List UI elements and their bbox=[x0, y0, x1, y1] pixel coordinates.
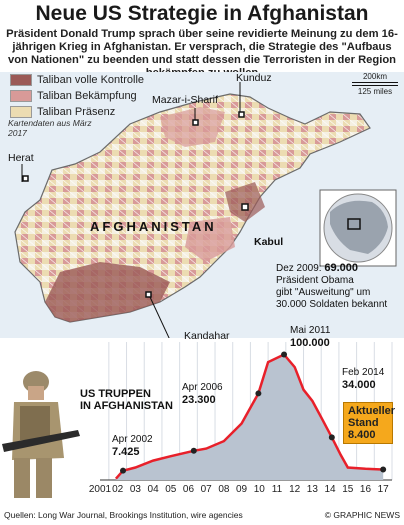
annotation-2009: Dez 2009: 69.000 Präsident Obama gibt "A… bbox=[276, 262, 387, 311]
current-line1: Aktueller bbox=[348, 405, 396, 417]
data-point bbox=[255, 390, 262, 397]
x-tick-label: 15 bbox=[342, 484, 354, 495]
chart-x-labels: 2001 02 03 04 05 06 07 08 09 10 11 12 13 14 15 16 17 bbox=[89, 484, 389, 495]
taliban-control-south bbox=[45, 262, 170, 322]
x-tick-label: 12 bbox=[289, 484, 301, 495]
x-tick-label: 11 bbox=[272, 484, 283, 495]
herat-marker bbox=[22, 175, 29, 182]
city-kunduz: Kunduz bbox=[236, 72, 272, 84]
current-value: 8.400 bbox=[348, 429, 376, 441]
scale-bar bbox=[352, 82, 398, 86]
soldier-illustration bbox=[2, 371, 80, 498]
annotation-2002: Apr 2002 7.425 bbox=[112, 434, 153, 459]
x-tick-label: 2001 bbox=[89, 484, 112, 495]
annotation-2011-value: 100.000 bbox=[290, 337, 330, 349]
page-title: Neue US Strategie in Afghanistan bbox=[35, 2, 369, 25]
scale-miles: 125 miles bbox=[357, 87, 393, 96]
chart-points bbox=[120, 351, 387, 474]
annotation-2014-label: Feb 2014 bbox=[342, 367, 385, 378]
x-tick-label: 17 bbox=[378, 484, 390, 495]
city-herat: Herat bbox=[8, 152, 34, 164]
footer: Quellen: Long War Journal, Brookings Ins… bbox=[4, 510, 400, 520]
legend-item-full-control: Taliban volle Kontrolle bbox=[10, 72, 144, 87]
dez2009-label: Dez 2009: bbox=[276, 263, 322, 274]
legend-note: Kartendaten aus März 2017 bbox=[8, 118, 92, 138]
legend-item-fight: Taliban Bekämpfung bbox=[10, 88, 137, 103]
city-kandahar: Kandahar bbox=[184, 330, 230, 342]
x-tick-label: 13 bbox=[307, 484, 319, 495]
x-tick-label: 10 bbox=[254, 484, 266, 495]
x-tick-label: 06 bbox=[183, 484, 195, 495]
footer-credit: © GRAPHIC NEWS bbox=[324, 510, 400, 520]
dez2009-value: 69.000 bbox=[324, 262, 359, 274]
data-point bbox=[120, 467, 127, 474]
annotation-2006-value: 23.300 bbox=[182, 394, 216, 406]
mazar-marker bbox=[192, 119, 199, 126]
legend-swatch-presence bbox=[10, 105, 32, 118]
x-tick-label: 02 bbox=[112, 484, 124, 495]
annotation-2006-label: Apr 2006 bbox=[182, 382, 223, 393]
locator-globe bbox=[319, 189, 397, 267]
annotation-2014-value: 34.000 bbox=[342, 379, 376, 391]
chart-title: US TRUPPEN IN AFGHANISTAN bbox=[80, 388, 173, 412]
x-tick-label: 04 bbox=[148, 484, 160, 495]
x-tick-label: 05 bbox=[165, 484, 177, 495]
taliban-east-fight bbox=[185, 217, 235, 262]
legend-label-full-control: Taliban volle Kontrolle bbox=[37, 73, 145, 86]
chart-area bbox=[115, 354, 384, 480]
chart-title-line1: US TRUPPEN bbox=[80, 388, 151, 400]
map-scale: 200km 125 miles bbox=[352, 72, 398, 96]
legend-swatch-full-control bbox=[10, 73, 32, 86]
annotation-2014: Feb 2014 34.000 bbox=[342, 367, 384, 392]
data-point bbox=[190, 447, 197, 454]
x-tick-label: 16 bbox=[360, 484, 372, 495]
kandahar-marker bbox=[145, 291, 152, 298]
taliban-presence-east bbox=[225, 182, 265, 222]
scale-km: 200km bbox=[362, 72, 387, 81]
data-point bbox=[281, 351, 288, 358]
annotation-2002-label: Apr 2002 bbox=[112, 434, 153, 445]
annotation-2002-value: 7.425 bbox=[112, 446, 140, 458]
legend-label-fight: Taliban Bekämpfung bbox=[37, 89, 137, 102]
annotation-2011: Mai 2011 100.000 bbox=[290, 325, 330, 350]
dez2009-text3: 30.000 Soldaten bekannt bbox=[276, 299, 388, 310]
city-kabul: Kabul bbox=[254, 236, 284, 248]
x-tick-label: 14 bbox=[324, 484, 336, 495]
troops-chart: 2001 02 03 04 05 06 07 08 09 10 11 12 13 14 15 16 17 bbox=[89, 342, 393, 495]
kunduz-marker bbox=[238, 111, 245, 118]
data-point bbox=[328, 434, 335, 441]
legend-label-presence: Taliban Präsenz bbox=[37, 105, 116, 118]
footer-sources: Quellen: Long War Journal, Brookings Ins… bbox=[4, 510, 243, 520]
chart-line bbox=[114, 352, 384, 480]
annotation-2006: Apr 2006 23.300 bbox=[182, 382, 223, 407]
kabul-marker bbox=[241, 203, 249, 211]
annotation-2011-label: Mai 2011 bbox=[290, 325, 331, 336]
legend-swatch-fight bbox=[10, 89, 32, 102]
taliban-control-north bbox=[160, 107, 225, 147]
chart-title-line2: IN AFGHANISTAN bbox=[80, 400, 173, 412]
kandahar-pointer bbox=[149, 296, 170, 338]
x-tick-label: 03 bbox=[130, 484, 142, 495]
x-tick-label: 08 bbox=[218, 484, 230, 495]
dez2009-text1: Präsident Obama bbox=[276, 275, 354, 286]
x-tick-label: 07 bbox=[201, 484, 213, 495]
legend-item-presence: Taliban Präsenz bbox=[10, 104, 115, 119]
current-line2: Stand bbox=[348, 417, 379, 429]
x-tick-label: 09 bbox=[236, 484, 248, 495]
country-label: AFGHANISTAN bbox=[90, 219, 217, 234]
data-point bbox=[380, 466, 387, 473]
map-svg bbox=[14, 82, 397, 338]
current-status-box: Aktueller Stand 8.400 bbox=[343, 402, 396, 444]
city-mazar-i-sharif: Mazar-i-Sharif bbox=[152, 94, 218, 106]
dez2009-text2: gibt "Ausweitung" um bbox=[276, 287, 371, 298]
